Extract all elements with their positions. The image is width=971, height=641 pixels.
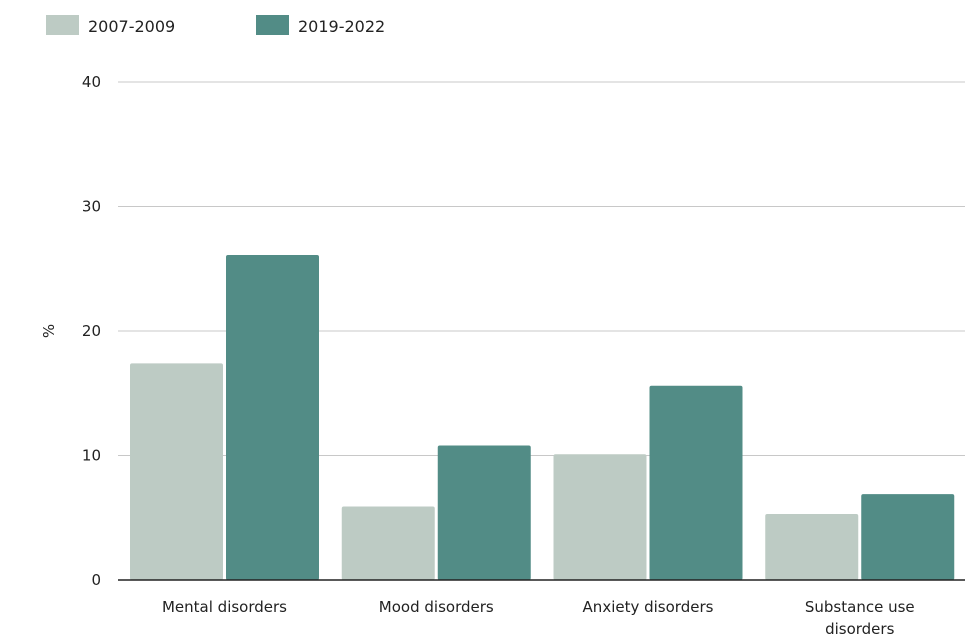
y-axis-label: % — [40, 324, 58, 338]
y-tick-label: 30 — [82, 198, 101, 216]
legend-swatch-1 — [256, 15, 289, 35]
x-tick-label: Mood disorders — [379, 598, 494, 616]
y-tick-label: 0 — [91, 571, 101, 589]
bar-2007-2009-1 — [341, 506, 435, 580]
y-axis-ticks: 0 10 20 30 40 — [82, 73, 101, 589]
bars — [130, 255, 955, 580]
bar-2019-2022-1 — [437, 445, 531, 580]
legend-label-0: 2007-2009 — [88, 17, 175, 36]
x-tick-label-line: Substance use — [805, 598, 915, 616]
x-tick-label: Mental disorders — [162, 598, 287, 616]
x-tick-label-line: disorders — [825, 620, 895, 638]
legend-label-1: 2019-2022 — [298, 17, 385, 36]
x-tick-label: Anxiety disorders — [583, 598, 714, 616]
x-tick-label-line: Mental disorders — [162, 598, 287, 616]
y-tick-label: 20 — [82, 322, 101, 340]
bar-2019-2022-0 — [226, 255, 319, 580]
bar-2007-2009-3 — [765, 514, 859, 580]
y-tick-label: 40 — [82, 73, 101, 91]
legend: 2007-2009 2019-2022 — [46, 15, 385, 36]
x-tick-label: Substance use disorders — [805, 598, 915, 638]
legend-swatch-0 — [46, 15, 79, 35]
bar-2007-2009-0 — [130, 363, 223, 580]
x-tick-label-line: Anxiety disorders — [583, 598, 714, 616]
bar-2019-2022-3 — [861, 494, 955, 580]
bar-2007-2009-2 — [553, 454, 647, 580]
y-tick-label: 10 — [82, 447, 101, 465]
x-axis-labels: Mental disorders Mood disorders Anxiety di… — [162, 598, 915, 638]
x-tick-label-line: Mood disorders — [379, 598, 494, 616]
bar-2019-2022-2 — [649, 385, 743, 580]
